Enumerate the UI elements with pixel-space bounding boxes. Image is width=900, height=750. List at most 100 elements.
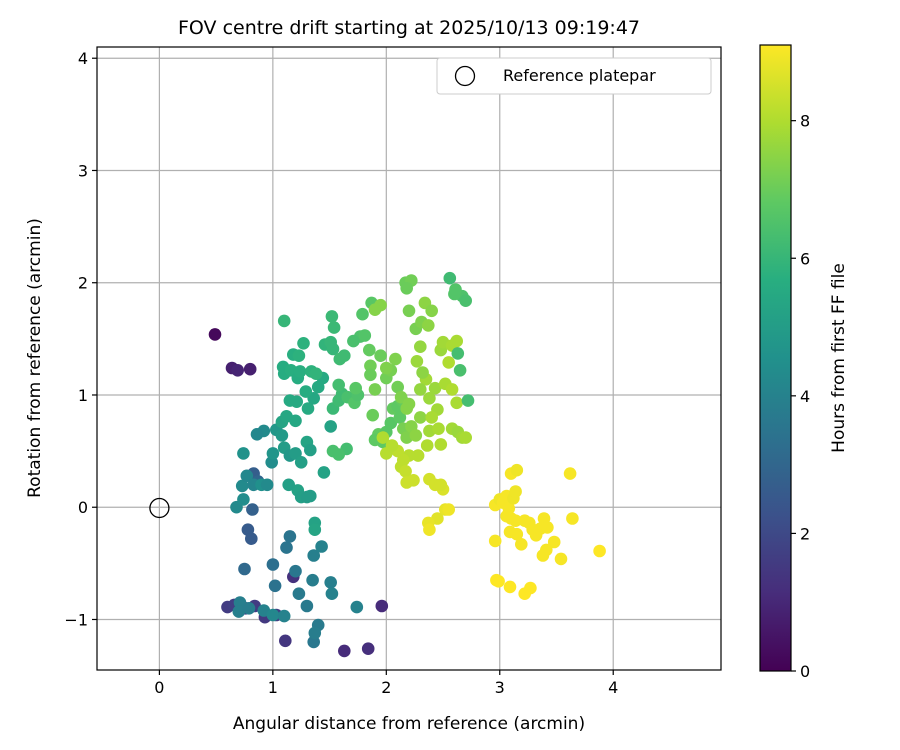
data-point	[299, 385, 313, 398]
data-point	[327, 321, 341, 334]
data-point	[309, 367, 323, 381]
data-point	[306, 573, 319, 587]
data-point	[301, 402, 315, 415]
data-point	[364, 359, 377, 373]
colorbar-label: Hours from first FF file	[829, 263, 849, 453]
x-tick-label: 3	[495, 678, 505, 697]
data-point	[297, 337, 310, 350]
data-point	[350, 600, 364, 614]
data-point	[376, 431, 390, 444]
data-point	[366, 408, 380, 422]
data-point	[461, 394, 475, 407]
data-point	[290, 395, 304, 409]
y-tick-label: 2	[78, 274, 88, 293]
data-point	[283, 530, 297, 543]
data-point	[445, 383, 459, 396]
y-ticks: −1 0 1 2 3 4	[64, 49, 97, 629]
data-point	[510, 527, 524, 541]
data-point	[279, 634, 292, 648]
legend: Reference platepar	[436, 57, 712, 95]
x-tick-label: 4	[608, 678, 618, 697]
data-point	[423, 392, 436, 405]
data-point	[400, 476, 414, 489]
data-point	[368, 303, 382, 317]
data-point	[515, 538, 528, 551]
data-point	[289, 564, 302, 578]
legend-label: Reference platepar	[503, 66, 656, 85]
colorbar-tick-label: 0	[800, 662, 810, 681]
data-point	[402, 304, 416, 318]
data-point	[304, 443, 317, 457]
legend-box	[436, 57, 712, 95]
data-point	[442, 503, 456, 516]
data-point	[231, 364, 244, 377]
data-point	[416, 366, 429, 379]
data-point	[443, 271, 457, 285]
colorbar-gradient	[759, 44, 792, 672]
data-point	[541, 521, 554, 534]
data-point	[308, 523, 322, 536]
x-tick-label: 0	[154, 678, 164, 697]
data-point	[399, 465, 412, 478]
data-point	[242, 602, 256, 615]
data-point	[361, 642, 375, 655]
data-point	[268, 579, 282, 593]
data-point	[402, 397, 416, 411]
colorbar-tick-label: 6	[800, 249, 810, 268]
data-point	[250, 428, 264, 441]
data-point	[240, 469, 254, 483]
data-point	[324, 576, 338, 589]
data-point	[451, 347, 465, 360]
data-point	[500, 509, 513, 523]
data-point	[349, 381, 363, 395]
data-point	[432, 422, 445, 436]
data-point	[449, 283, 462, 296]
data-point	[277, 314, 291, 328]
data-point	[425, 304, 439, 318]
data-point	[488, 534, 502, 548]
data-point	[282, 478, 296, 492]
data-point	[414, 411, 427, 424]
y-tick-label: 4	[78, 49, 88, 68]
data-point	[450, 334, 464, 348]
data-point	[300, 599, 314, 613]
data-point	[380, 447, 393, 460]
data-point	[391, 380, 405, 394]
y-tick-label: −1	[64, 610, 88, 629]
data-point	[332, 378, 346, 392]
data-point	[280, 541, 293, 554]
data-point	[304, 489, 317, 503]
data-point	[277, 609, 291, 623]
data-point	[411, 449, 425, 462]
data-point	[459, 294, 473, 308]
data-point	[364, 368, 377, 382]
data-point	[317, 466, 331, 479]
data-point	[434, 478, 448, 492]
legend-marker-icon	[454, 65, 476, 87]
data-point	[237, 493, 250, 506]
reference-marker	[149, 497, 170, 519]
data-point	[393, 411, 407, 424]
data-point	[442, 356, 456, 369]
plot-frame	[96, 46, 722, 671]
data-point	[450, 396, 464, 410]
data-point	[492, 575, 505, 588]
data-point	[266, 608, 280, 622]
data-point	[325, 587, 339, 600]
data-point	[420, 439, 434, 452]
data-point	[289, 414, 302, 428]
colorbar-tick-label: 2	[800, 524, 810, 543]
data-point	[326, 342, 340, 356]
data-point	[547, 535, 561, 549]
colorbar: 0 2 4 6 8 Hours from first FF file	[759, 44, 849, 681]
data-points	[208, 271, 606, 658]
data-point	[356, 307, 369, 321]
y-axis-label: Rotation from reference (arcmin)	[25, 218, 45, 498]
data-point	[347, 334, 360, 348]
data-point	[509, 485, 522, 498]
data-point	[374, 349, 387, 363]
data-point	[237, 447, 250, 460]
data-point	[410, 355, 424, 368]
data-point	[338, 349, 351, 363]
data-point	[563, 467, 577, 480]
